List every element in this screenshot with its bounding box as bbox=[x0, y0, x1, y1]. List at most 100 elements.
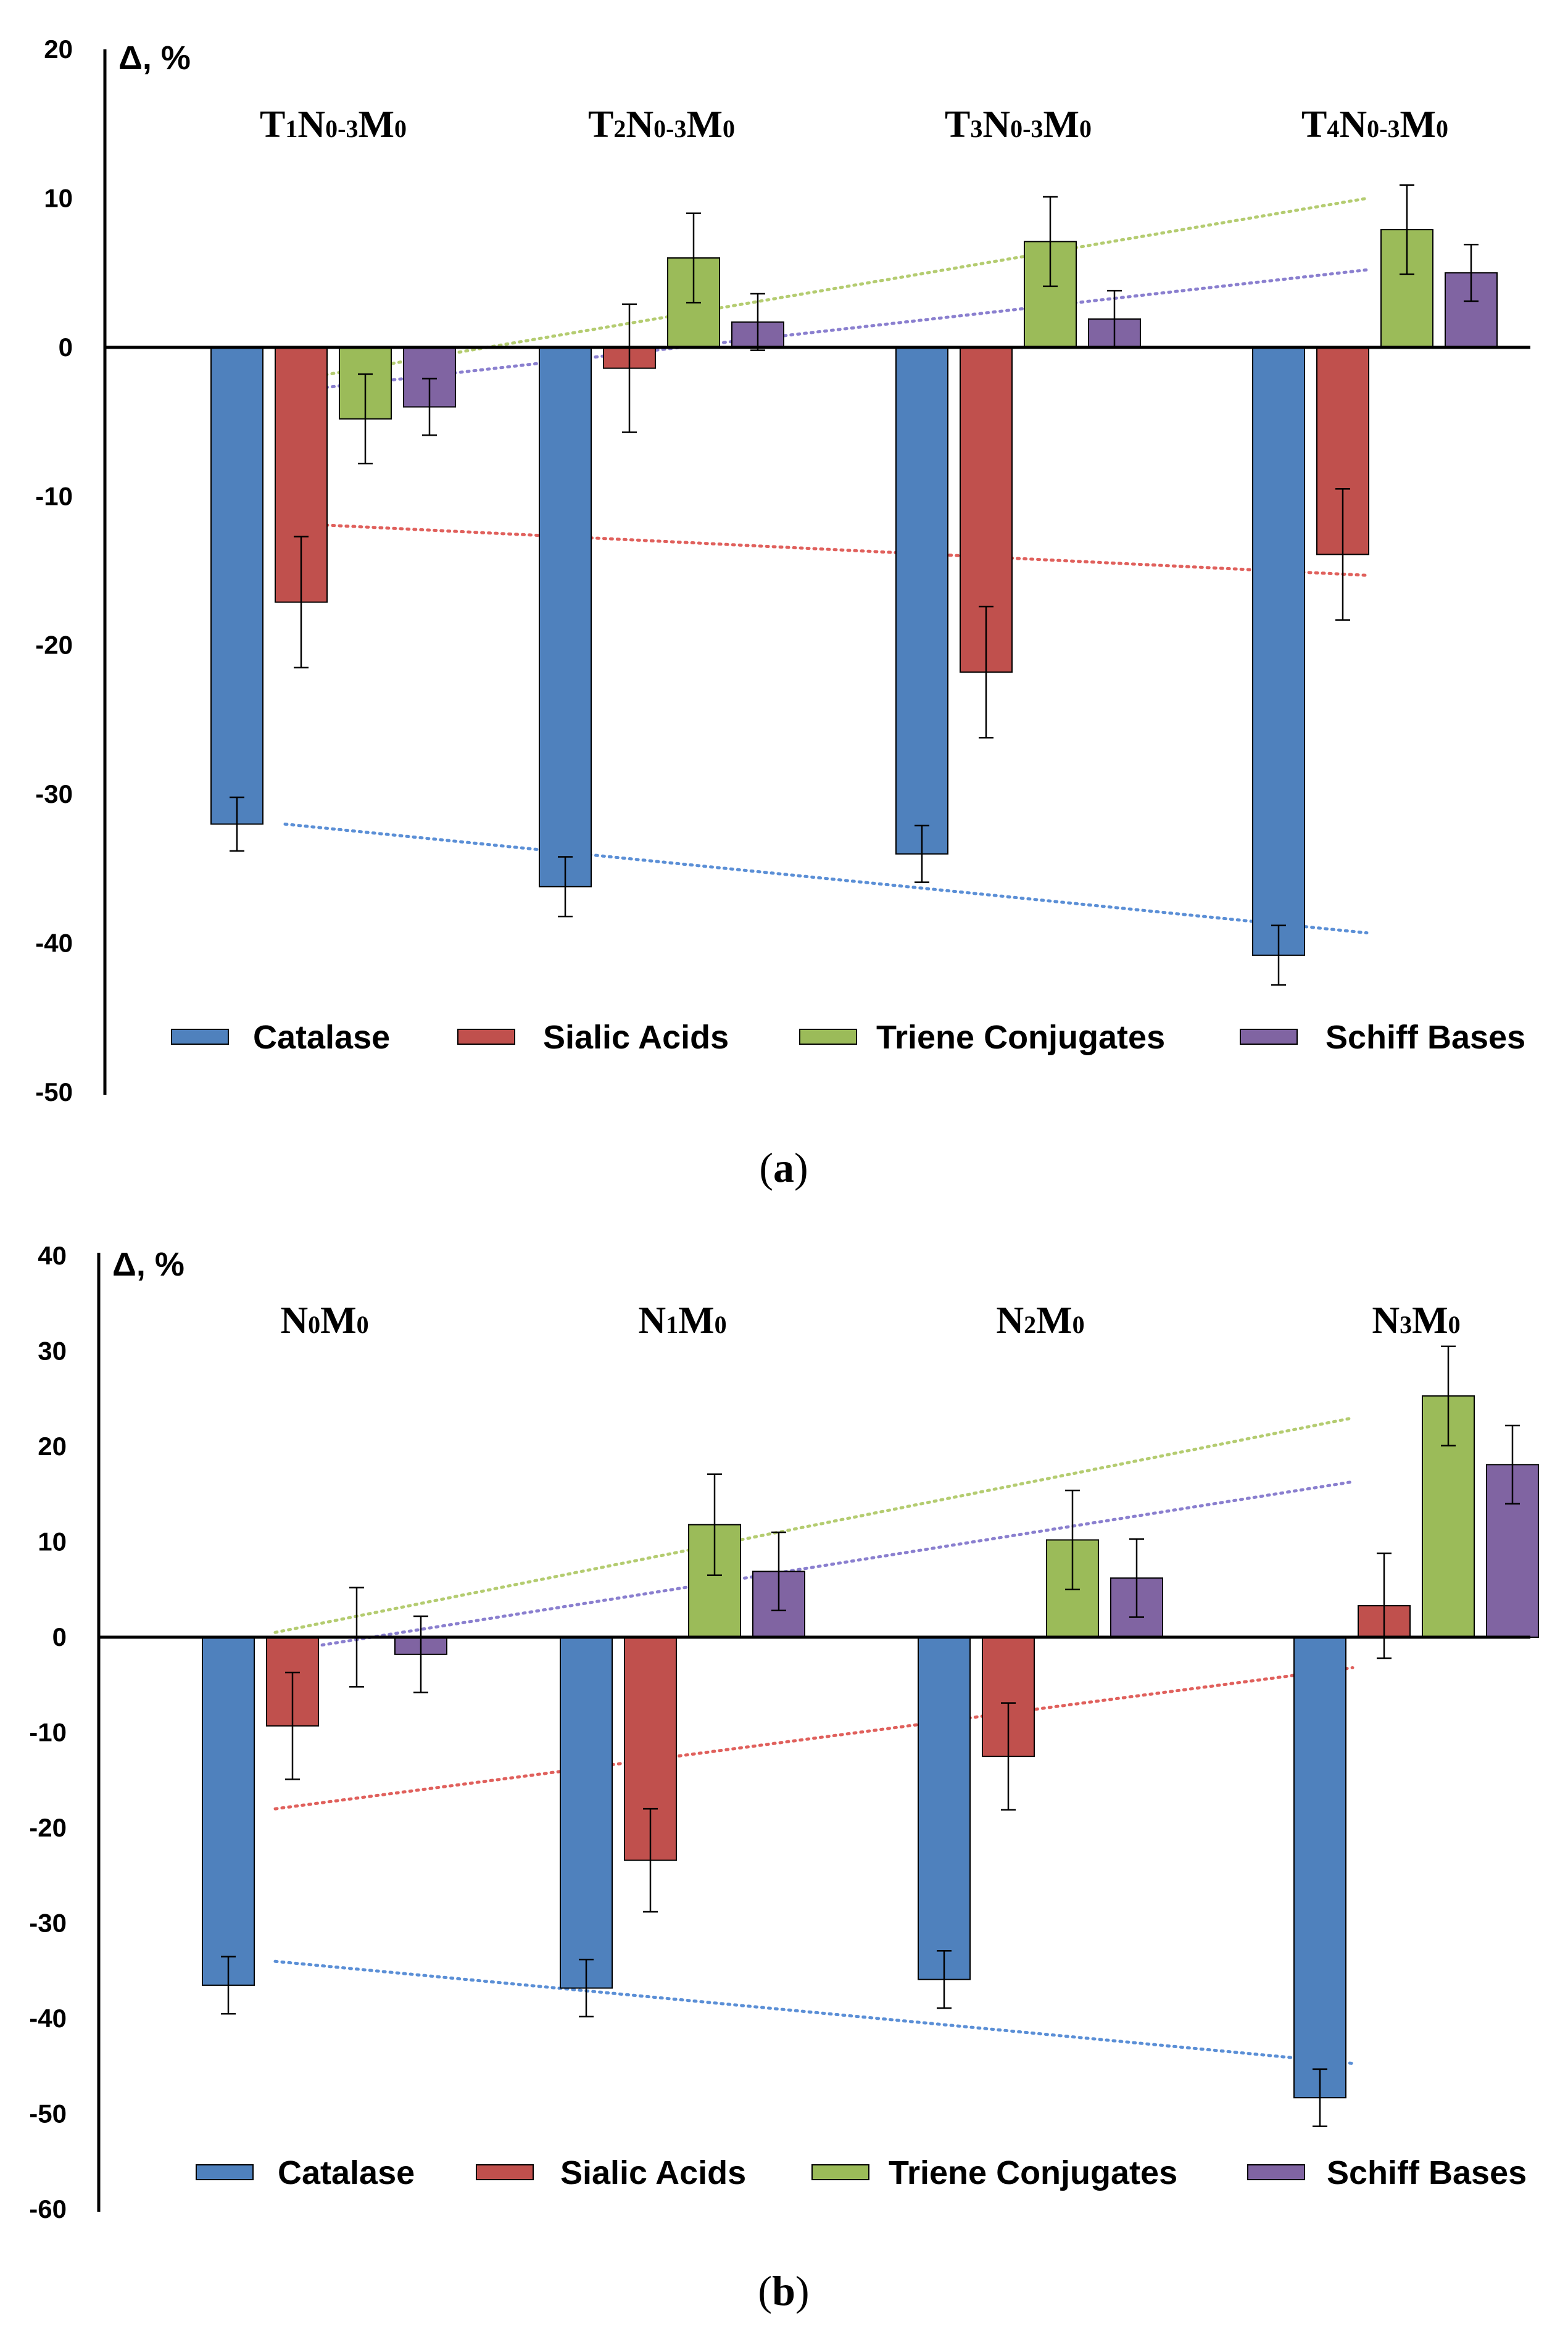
error-bar bbox=[422, 378, 437, 436]
group-title-subscript: 0-3 bbox=[1367, 115, 1400, 143]
legend-swatch bbox=[799, 1029, 857, 1045]
group-title-part: M bbox=[1043, 104, 1079, 146]
group-title-subscript: 4 bbox=[1327, 115, 1339, 143]
group-title: N1M0 bbox=[638, 1300, 726, 1342]
group-title-subscript: 2 bbox=[1024, 1311, 1036, 1339]
group-title-subscript: 0-3 bbox=[653, 115, 686, 143]
legend-label: Schiff Bases bbox=[1327, 2154, 1527, 2191]
group-title-part: N bbox=[638, 1300, 666, 1342]
group-title-part: T bbox=[1301, 104, 1327, 146]
error-bar bbox=[1377, 1552, 1392, 1659]
y-tick-label: -60 bbox=[29, 2194, 67, 2223]
y-axis-label: Δ, % bbox=[118, 39, 191, 77]
y-tick-label: 0 bbox=[59, 333, 73, 362]
legend-label: Triene Conjugates bbox=[876, 1019, 1165, 1056]
y-tick-label: 40 bbox=[38, 1241, 67, 1270]
group-title-part: M bbox=[1036, 1300, 1072, 1342]
error-bar bbox=[750, 293, 765, 351]
group-title-part: T bbox=[945, 104, 970, 146]
y-axis-label: Δ, % bbox=[112, 1246, 185, 1283]
group-title-part: M bbox=[320, 1300, 357, 1342]
legend-label: Sialic Acids bbox=[543, 1019, 729, 1056]
group-title-subscript: 0 bbox=[1072, 1311, 1085, 1339]
error-bar bbox=[221, 1956, 236, 2015]
bar-catalase bbox=[918, 1637, 971, 1980]
y-tick-label: -40 bbox=[29, 2004, 67, 2033]
group-title-subscript: 0-3 bbox=[325, 115, 358, 143]
group-title-part: T bbox=[588, 104, 613, 146]
y-tick-label: 20 bbox=[38, 1432, 67, 1461]
legend-swatch bbox=[811, 2164, 869, 2180]
panel-label: (b) bbox=[758, 2267, 809, 2314]
y-tick-label: 10 bbox=[44, 183, 73, 212]
trendline-schiff-bases bbox=[283, 268, 1369, 394]
error-bar bbox=[1313, 2068, 1327, 2127]
error-bar bbox=[1129, 1538, 1144, 1618]
y-tick-label: -40 bbox=[35, 929, 73, 958]
legend-swatch bbox=[171, 1029, 229, 1045]
error-bar bbox=[1441, 1345, 1456, 1447]
group-title-part: N bbox=[1372, 1300, 1400, 1342]
error-bar bbox=[622, 303, 637, 433]
group-title-part: T bbox=[260, 104, 285, 146]
trendline-triene-conjugates bbox=[273, 1416, 1354, 1634]
y-tick-label: 10 bbox=[38, 1527, 67, 1556]
y-tick-label: -50 bbox=[29, 2099, 67, 2128]
y-tick-label: 30 bbox=[38, 1337, 67, 1366]
error-bar bbox=[579, 1958, 594, 2018]
group-title-subscript: 0 bbox=[723, 115, 735, 143]
group-title-part: M bbox=[358, 104, 394, 146]
legend-label: Schiff Bases bbox=[1325, 1019, 1525, 1056]
group-title: T4N0-3M0 bbox=[1301, 104, 1448, 146]
bar-catalase bbox=[210, 346, 263, 825]
group-title-subscript: 0 bbox=[715, 1311, 727, 1339]
group-title-part: N bbox=[626, 104, 653, 146]
error-bar bbox=[686, 212, 701, 304]
y-tick-label: -30 bbox=[29, 1909, 67, 1938]
group-title-subscript: 0 bbox=[394, 115, 407, 143]
y-tick-label: -50 bbox=[35, 1077, 73, 1106]
error-bar bbox=[358, 373, 373, 465]
trendline-catalase bbox=[283, 822, 1369, 935]
group-title-subscript: 0 bbox=[357, 1311, 369, 1339]
legend-label: Triene Conjugates bbox=[889, 2154, 1177, 2191]
legend-swatch bbox=[196, 2164, 254, 2180]
group-title-part: N bbox=[982, 104, 1010, 146]
group-title-part: M bbox=[1412, 1300, 1448, 1342]
group-title-subscript: 0 bbox=[308, 1311, 320, 1339]
group-title-subscript: 3 bbox=[970, 115, 982, 143]
legend-swatch bbox=[476, 2164, 534, 2180]
error-bar bbox=[1400, 184, 1414, 275]
group-title-subscript: 1 bbox=[666, 1311, 678, 1339]
error-bar bbox=[285, 1671, 300, 1780]
error-bar bbox=[558, 856, 573, 918]
group-title-part: M bbox=[686, 104, 723, 146]
group-title: N0M0 bbox=[280, 1300, 368, 1342]
legend-swatch bbox=[457, 1029, 515, 1045]
group-title: N2M0 bbox=[996, 1300, 1084, 1342]
trendline-sialic-acids bbox=[273, 1666, 1354, 1811]
error-bar bbox=[707, 1473, 722, 1576]
legend-swatch bbox=[1240, 1029, 1298, 1045]
group-title-part: N bbox=[1339, 104, 1367, 146]
panel-label-close: ) bbox=[794, 1144, 808, 1191]
legend-label: Catalase bbox=[253, 1019, 390, 1056]
error-bar bbox=[643, 1808, 658, 1913]
panel-label: (a) bbox=[759, 1144, 808, 1191]
group-title-subscript: 0 bbox=[1448, 1311, 1461, 1339]
group-title: T1N0-3M0 bbox=[260, 104, 407, 146]
legend-label: Sialic Acids bbox=[560, 2154, 746, 2191]
bar-catalase bbox=[560, 1637, 613, 1989]
group-title-part: N bbox=[280, 1300, 308, 1342]
error-bar bbox=[1335, 488, 1350, 621]
error-bar bbox=[771, 1531, 786, 1611]
y-tick-label: -20 bbox=[29, 1813, 67, 1842]
panel-label-open: ( bbox=[758, 2267, 772, 2314]
legend: Catalase Sialic Acids Triene Conjugates Sch… bbox=[171, 1019, 1525, 1056]
trendline-schiff-bases bbox=[273, 1480, 1354, 1654]
error-bar bbox=[294, 536, 309, 669]
error-bar bbox=[230, 796, 244, 852]
